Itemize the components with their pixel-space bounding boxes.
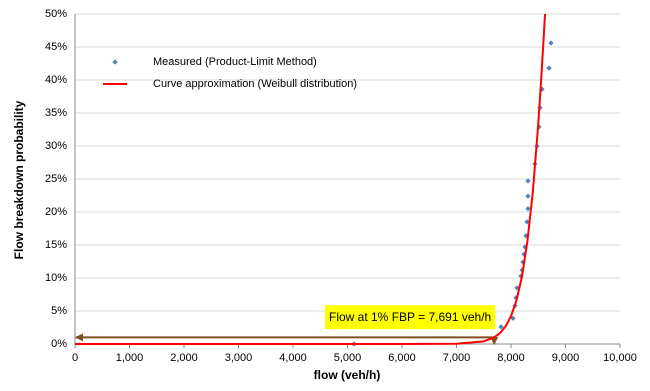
data-point [513,295,519,301]
data-point [514,285,520,291]
x-tick-label: 5,000 [334,352,362,364]
legend-label: Measured (Product-Limit Method) [153,56,317,68]
y-tick-label: 45% [45,41,67,53]
x-tick-label: 7,000 [443,352,471,364]
curve-line [75,13,547,345]
annotation-box [325,305,496,330]
x-tick-label: 6,000 [388,352,416,364]
x-tick-label: 0 [72,352,78,364]
y-tick-label: 50% [45,8,67,20]
data-point [525,193,531,199]
y-tick-label: 35% [45,107,67,119]
y-tick-label: 30% [45,140,67,152]
data-point [523,233,529,239]
y-tick-label: 40% [45,74,67,86]
data-point [524,219,530,225]
data-point [510,315,516,321]
data-point [548,40,554,46]
data-point [522,244,528,250]
data-point [525,206,531,212]
x-tick-label: 9,000 [552,352,580,364]
x-tick-label: 2,000 [170,352,198,364]
x-tick-label: 3,000 [225,352,253,364]
x-tick-label: 10,000 [603,352,637,364]
data-point [525,178,531,184]
y-tick-label: 15% [45,239,67,251]
data-point [520,259,526,265]
data-point [546,65,552,71]
y-tick-label: 20% [45,206,67,218]
x-tick-label: 8,000 [497,352,525,364]
legend-label: Curve approximation (Weibull distributio… [153,78,357,90]
legend-marker [112,59,118,65]
y-tick-label: 10% [45,272,67,284]
annotation-text: Flow at 1% FBP = 7,691 veh/h [329,310,491,324]
y-axis-title: Flow breakdown probability [12,100,26,259]
y-tick-label: 0% [51,338,67,350]
x-tick-label: 4,000 [279,352,307,364]
x-tick-label: 1,000 [116,352,144,364]
data-point [498,324,504,330]
y-tick-label: 5% [51,305,67,317]
x-axis-title: flow (veh/h) [314,368,381,382]
y-tick-label: 25% [45,173,67,185]
